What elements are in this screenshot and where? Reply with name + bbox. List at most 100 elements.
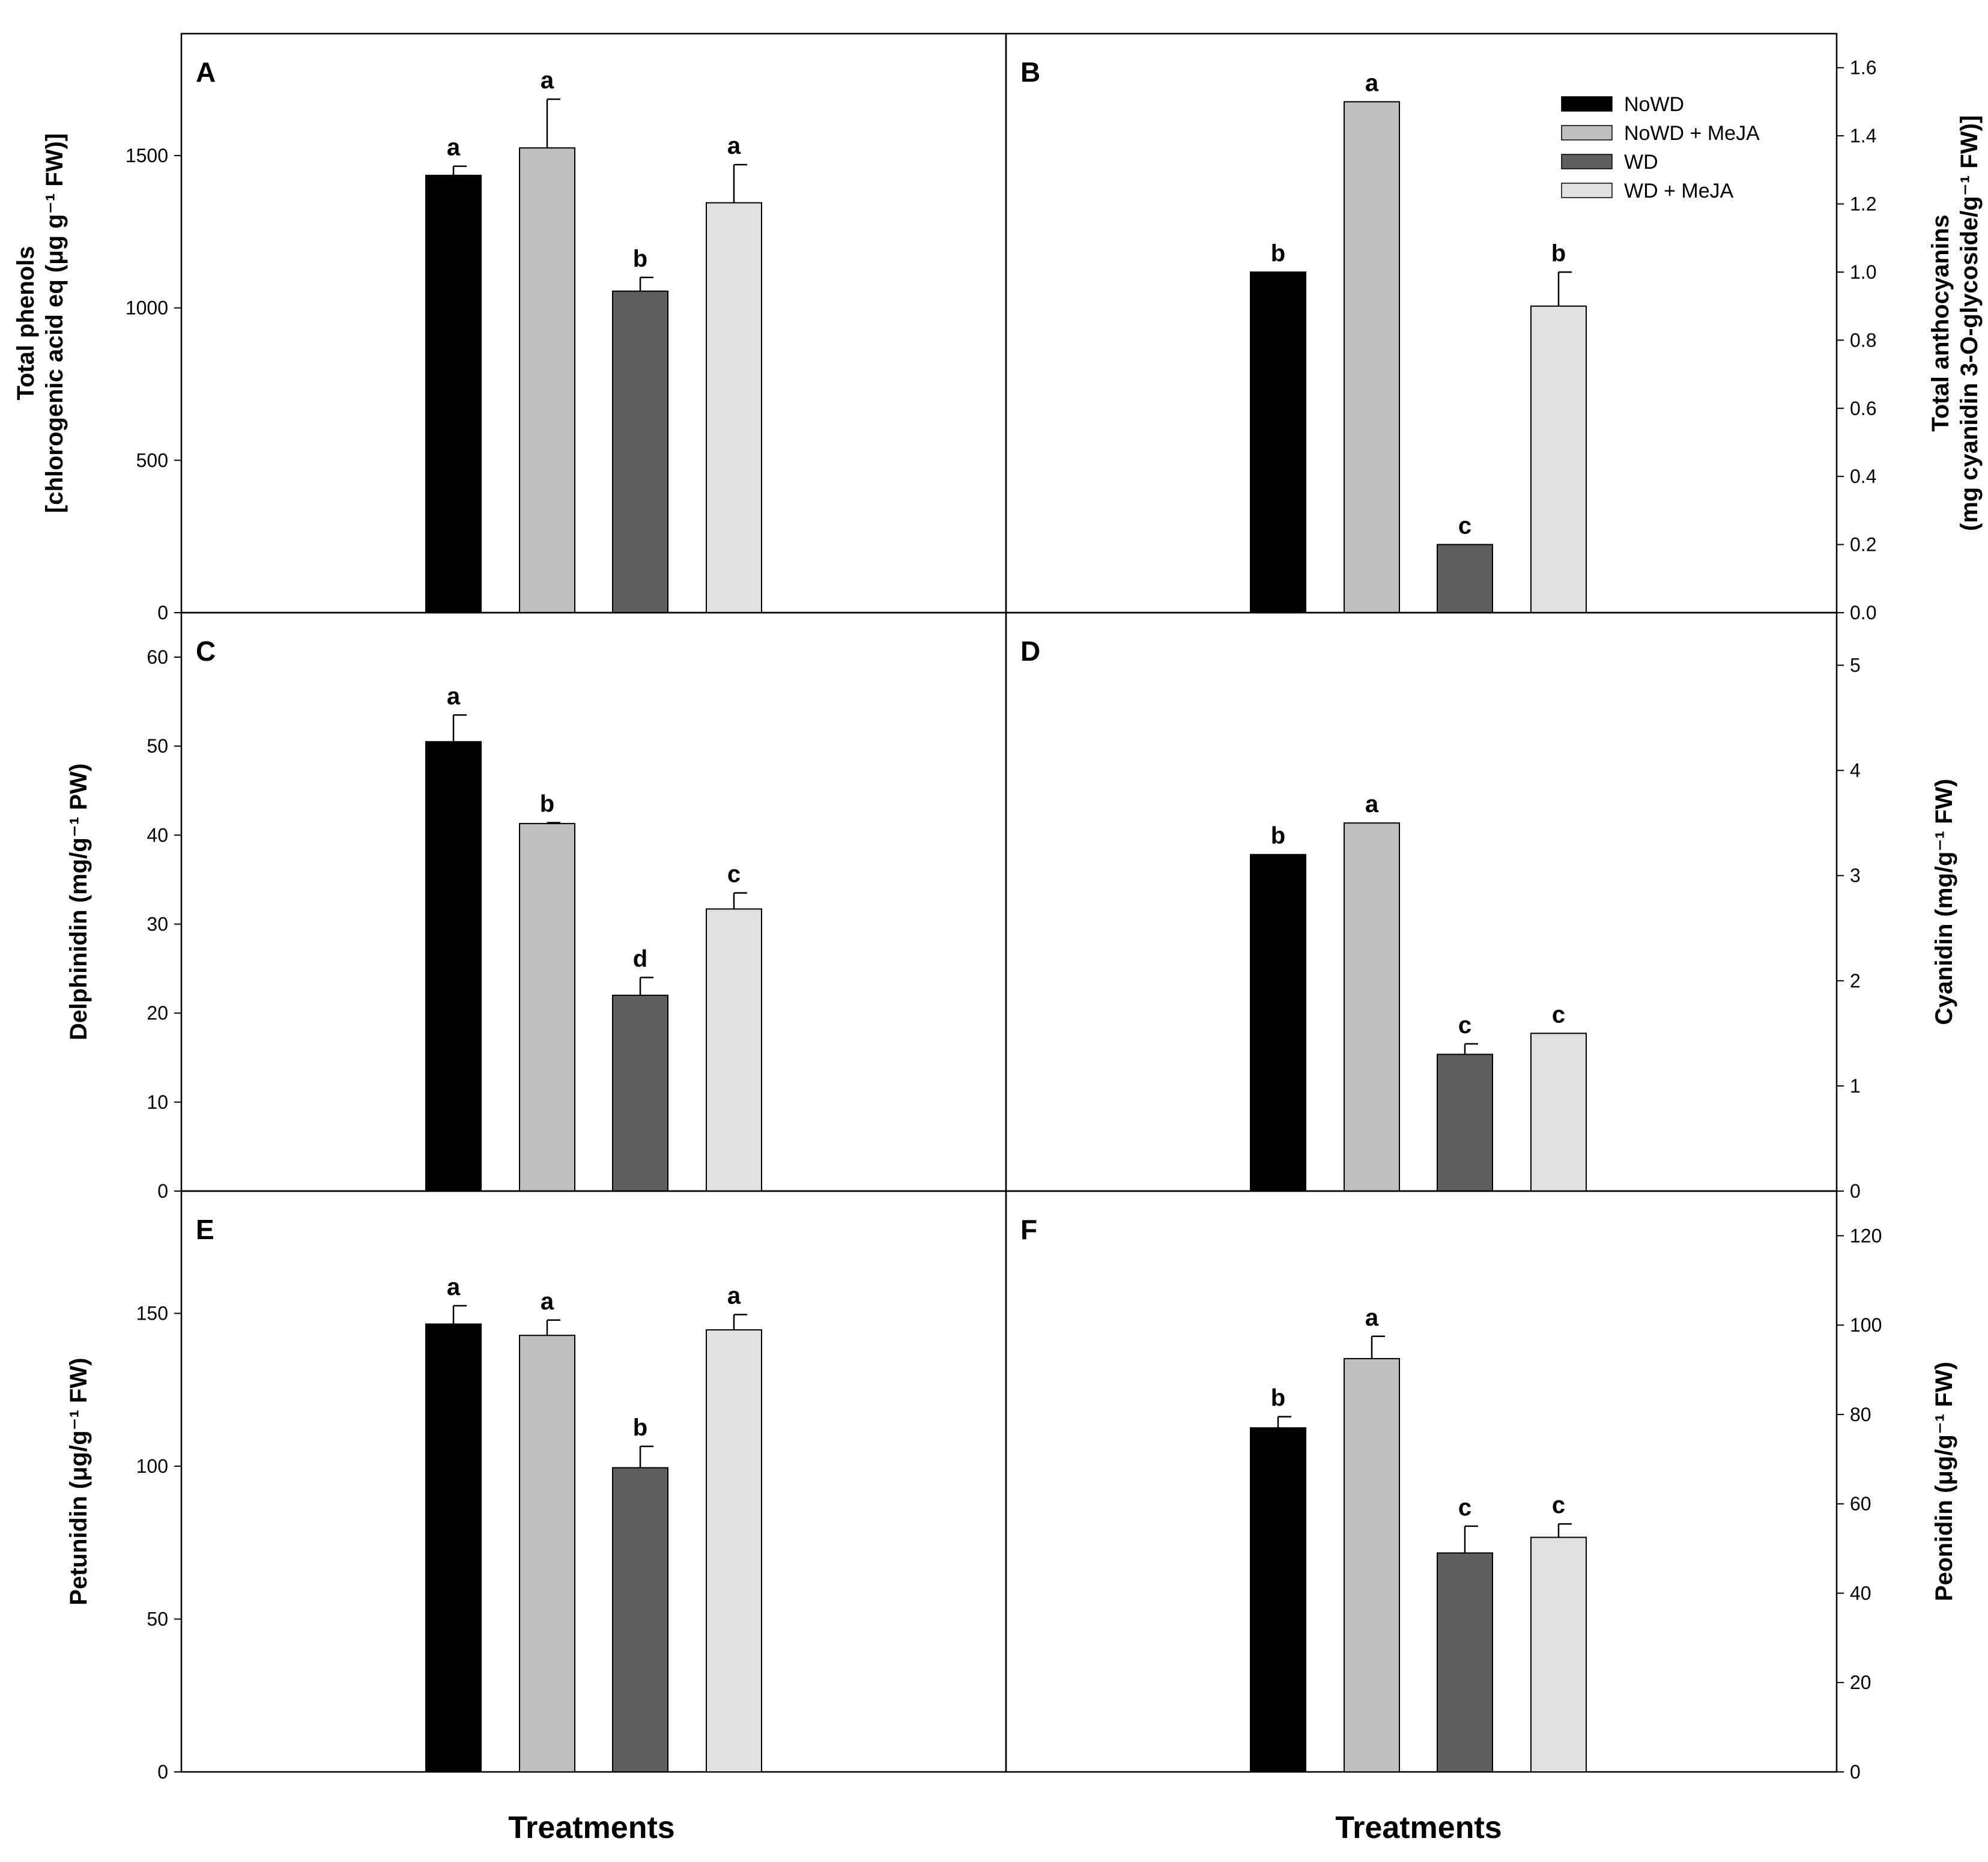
bar-c-1 [425,741,482,1192]
panel-d-label: D [1020,635,1040,667]
bar-d-1 [1250,854,1306,1192]
legend-label-wd: WD [1624,151,1658,174]
panel-d: D 0 1 2 3 4 5 Cyanidin (mg/g⁻¹ FW) b a c c [1005,611,1957,1202]
panel-a-label: A [196,56,216,88]
y-tick-label: 3 [1850,865,1861,887]
panel-a-frame [180,32,1007,614]
bar-c-4 [706,908,762,1192]
y-tick-label: 80 [1850,1404,1871,1425]
legend-label-nowd-meja: NoWD + MeJA [1624,122,1760,145]
y-tick-label: 40 [1850,1582,1871,1604]
y-axis-title: (mg cyanidin 3-O-glycoside/g⁻¹ FW)] [1956,115,1983,531]
bar-b-3 [1437,544,1493,614]
y-tick-label: 100 [136,1455,168,1477]
significance-label-f-2: a [1365,1305,1379,1331]
legend-label-wd-meja: WD + MeJA [1624,180,1734,202]
bar-a-3 [612,290,668,613]
bar-e-1 [425,1323,482,1773]
y-tick-label: 40 [147,824,168,846]
bar-e-4 [706,1329,762,1773]
legend-label-nowd: NoWD [1624,93,1684,116]
y-tick-label: 1.2 [1850,193,1876,215]
legend: NoWD NoWD + MeJA WD WD + MeJA [1561,93,1760,202]
significance-label-e-1: a [447,1274,461,1300]
y-tick-label: 20 [147,1002,168,1024]
significance-label-d-2: a [1365,791,1379,817]
y-tick-label: 1 [1850,1075,1861,1097]
significance-label-b-2: a [1365,70,1379,96]
y-axis-title: Delphinidin (mg/g⁻¹ PW) [65,763,92,1040]
bar-f-4 [1530,1536,1587,1773]
y-axis-title: Petunidin (μg/g⁻¹ FW) [65,1357,92,1605]
significance-label-c-2: b [540,791,554,817]
significance-label-a-4: a [727,133,741,159]
y-tick-label: 50 [147,1609,168,1630]
bar-b-1 [1250,271,1306,613]
y-tick-label: 60 [1850,1493,1871,1515]
significance-label-f-3: c [1458,1494,1471,1521]
bar-a-4 [706,202,762,613]
legend-swatch-wd [1561,154,1613,169]
y-tick-label: 0.6 [1850,398,1876,419]
x-axis-title-right: Treatments [1335,1810,1502,1845]
significance-label-d-1: b [1271,823,1285,849]
significance-label-b-1: b [1271,240,1285,267]
panel-c-label: C [196,635,216,667]
significance-label-e-3: b [633,1415,647,1441]
y-tick-label: 120 [1850,1225,1882,1246]
bar-d-2 [1344,822,1400,1192]
panel-e-label: E [196,1214,214,1245]
significance-label-f-1: b [1271,1385,1285,1412]
y-tick-label: 0.2 [1850,534,1876,556]
y-tick-label: 0 [157,1761,168,1783]
x-axis-title-left: Treatments [508,1810,674,1845]
y-tick-label: 60 [147,646,168,668]
significance-label-b-3: c [1458,513,1471,539]
bar-e-3 [612,1467,668,1773]
y-tick-label: 4 [1850,760,1861,781]
significance-label-c-3: d [633,945,647,972]
bar-c-2 [519,823,575,1192]
bar-f-2 [1344,1357,1400,1773]
y-tick-label: 0 [1850,1180,1861,1202]
y-tick-label: 1500 [126,145,168,166]
bar-a-2 [519,147,575,613]
panel-d-frame [1005,611,1838,1192]
y-axis-title: Peonidin (μg/g⁻¹ FW) [1931,1362,1957,1601]
significance-label-b-4: b [1551,240,1566,267]
y-tick-label: 50 [147,735,168,757]
panel-b-label: B [1020,56,1040,88]
panel-c-frame [180,611,1007,1192]
panel-f-label: F [1020,1214,1037,1245]
y-tick-label: 0 [1850,1761,1861,1783]
y-tick-label: 1.4 [1850,125,1876,147]
y-tick-label: 20 [1850,1672,1871,1693]
significance-label-c-1: a [447,683,461,709]
panel-b: B 0.0 0.2 0.4 0.6 0.8 1.0 1.2 1.4 1.6 Total anthoc… [1005,32,1983,623]
bar-b-4 [1530,305,1587,613]
y-tick-label: 150 [136,1303,168,1324]
y-tick-label: 1.6 [1850,57,1876,79]
legend-swatch-wd-meja [1561,183,1613,198]
y-tick-label: 1.0 [1850,261,1876,283]
y-tick-label: 0.0 [1850,602,1876,623]
significance-label-a-2: a [541,67,554,94]
significance-label-d-4: c [1552,1001,1565,1028]
bar-d-3 [1437,1054,1493,1192]
y-tick-label: 1000 [126,297,168,319]
significance-label-e-2: a [541,1288,554,1315]
bar-a-1 [425,174,482,613]
y-axis-title: Total phenols [13,246,39,400]
panel-f: F 0 20 40 60 80 100 120 Peonidin (μg/g⁻¹ FW) b a c c [1005,1190,1957,1783]
significance-label-a-3: b [633,246,647,272]
panel-c: C 0 10 20 30 40 50 60 Delphinidin (mg/g⁻¹ PW) a b d… [65,611,1007,1202]
bar-c-3 [612,995,668,1192]
legend-swatch-nowd [1561,96,1613,112]
bar-f-1 [1250,1427,1306,1773]
y-tick-label: 0 [157,602,168,623]
y-tick-label: 0.4 [1850,465,1876,487]
y-axis-title: [chlorogenic acid eq (μg g⁻¹ FW)] [41,133,68,513]
y-tick-label: 30 [147,914,168,935]
